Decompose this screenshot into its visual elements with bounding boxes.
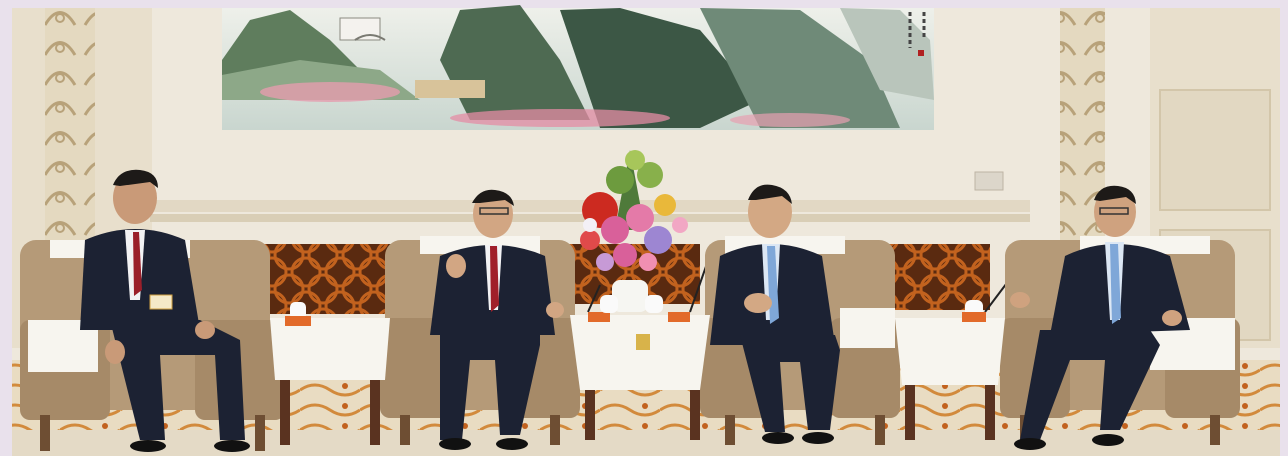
flower-vase [612, 280, 648, 312]
flower-arrangement [580, 150, 688, 312]
wall-socket [974, 171, 1004, 191]
person-3 [710, 184, 840, 444]
landscape-painting [222, 5, 934, 130]
center-table [570, 295, 710, 440]
person-4 [1010, 185, 1190, 450]
side-table-1 [270, 302, 390, 445]
microphone-1 [587, 284, 601, 313]
side-table-2 [895, 300, 1005, 440]
person-1 [80, 169, 250, 452]
table-emblem [636, 334, 650, 350]
person-2 [430, 189, 564, 450]
teacup [290, 302, 306, 320]
carved-pillar-left [45, 8, 95, 243]
